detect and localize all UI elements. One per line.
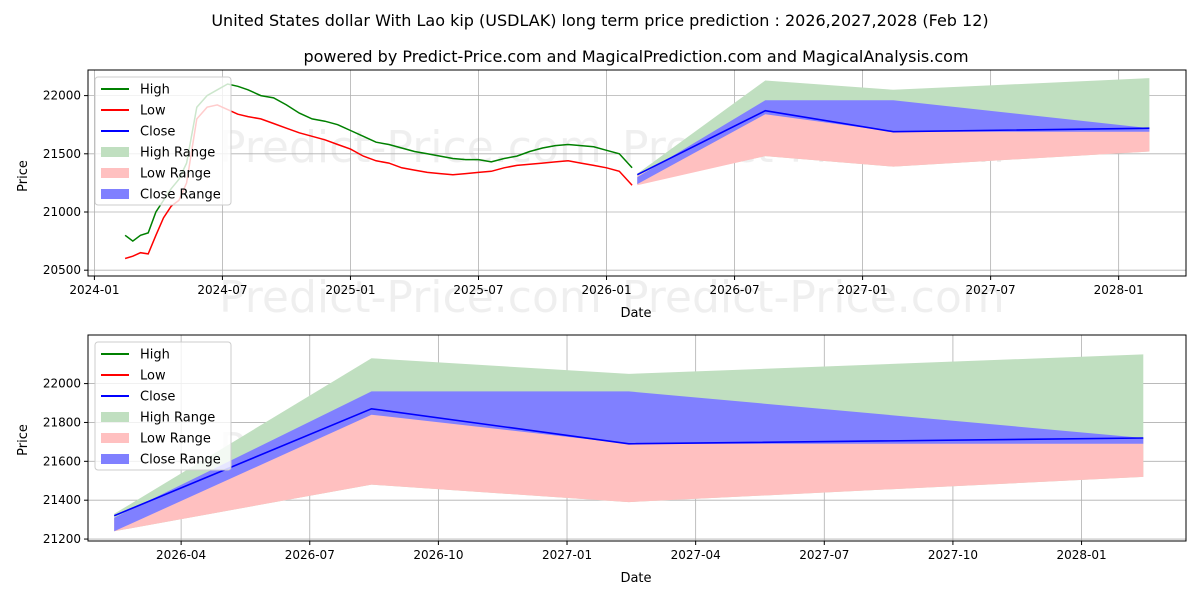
y-tick-label: 21400 [43, 493, 81, 507]
y-axis-label: Price [16, 424, 31, 456]
x-tick-label: 2026-04 [156, 548, 206, 562]
x-tick-label: 2027-10 [928, 548, 978, 562]
close-forecast-line [113, 407, 1144, 517]
legend-label: Close Range [140, 453, 221, 468]
legend-label: Low [140, 104, 166, 119]
chart-title: United States dollar With Lao kip (USDLA… [211, 11, 988, 30]
bottom-panel: 2026-04 2026-07 2026-10 2027-01 2027-04 2027-… [16, 334, 1187, 586]
legend-swatch [101, 454, 129, 464]
legend-label: High Range [140, 146, 215, 161]
x-axis-label: Date [620, 571, 651, 586]
legend-swatch [101, 168, 129, 178]
x-tick-label: 2028-01 [1094, 283, 1144, 297]
close-forecast-line [636, 109, 1150, 176]
y-tick-label: 21000 [43, 205, 81, 219]
legend-swatch [101, 147, 129, 157]
legend-swatch [101, 433, 129, 443]
legend-label: Close Range [140, 188, 221, 203]
y-tick-label: 21600 [43, 454, 81, 468]
y-tick-label: 21200 [43, 532, 81, 546]
close-range-area [114, 391, 1144, 532]
legend: High Low Close High Range Low Range Close Ran… [94, 76, 232, 206]
x-tick-label: 2026-10 [413, 548, 463, 562]
x-tick-label: 2025-07 [453, 283, 503, 297]
y-tick-label: 22000 [43, 377, 81, 391]
y-tick-label: 20500 [43, 263, 81, 277]
y-tick-label: 21500 [43, 147, 81, 161]
x-tick-label: 2027-07 [799, 548, 849, 562]
x-tick-label: 2027-07 [966, 283, 1016, 297]
legend-swatch [101, 412, 129, 422]
legend-label: Close [140, 390, 175, 405]
y-axis-label: Price [16, 160, 31, 192]
close-range-area [637, 100, 1150, 185]
legend-label: Low Range [140, 432, 211, 447]
chart-subtitle: powered by Predict-Price.com and Magical… [303, 47, 968, 66]
legend-label: Close [140, 125, 175, 140]
legend-label: High Range [140, 411, 215, 426]
x-tick-label: 2027-01 [838, 283, 888, 297]
x-tick-label: 2026-07 [709, 283, 759, 297]
watermark: Predict-Price.com [622, 272, 1005, 323]
x-tick-label: 2024-07 [197, 283, 247, 297]
legend: High Low Close High Range Low Range Close Ran… [94, 341, 232, 471]
x-tick-label: 2027-04 [671, 548, 721, 562]
x-tick-label: 2024-01 [69, 283, 119, 297]
legend-label: Low [140, 369, 166, 384]
x-tick-label: 2026-01 [581, 283, 631, 297]
legend-swatch [101, 189, 129, 199]
legend-label: Low Range [140, 167, 211, 182]
y-tick-label: 21800 [43, 415, 81, 429]
x-tick-label: 2027-01 [542, 548, 592, 562]
x-tick-label: 2028-01 [1056, 548, 1106, 562]
legend-label: High [140, 348, 170, 363]
x-axis-label: Date [620, 306, 651, 321]
plot-frame [87, 69, 1187, 277]
x-tick-label: 2025-01 [325, 283, 375, 297]
plot-frame [87, 334, 1187, 542]
x-tick-label: 2026-07 [285, 548, 335, 562]
watermark: Predict-Price.com [219, 272, 602, 323]
watermark: Predict-Price.com [219, 122, 602, 173]
top-panel: 2024-01 2024-07 2025-01 2025-07 2026-01 2026-… [16, 69, 1187, 321]
y-tick-label: 22000 [43, 89, 81, 103]
legend-label: High [140, 83, 170, 98]
